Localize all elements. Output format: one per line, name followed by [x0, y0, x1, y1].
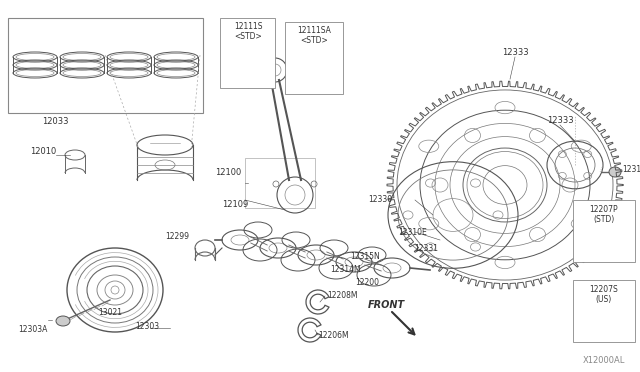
Text: 12314M: 12314M [330, 265, 360, 274]
Text: 12310E: 12310E [398, 228, 427, 237]
Bar [8, 18, 203, 113]
Text: 12299: 12299 [165, 232, 189, 241]
Text: 12109: 12109 [222, 200, 248, 209]
Text: 12010: 12010 [30, 148, 56, 157]
Text: 12303: 12303 [135, 322, 159, 331]
Ellipse shape [609, 167, 621, 177]
Text: 12200: 12200 [355, 278, 379, 287]
Text: 12207S
(US): 12207S (US) [589, 285, 618, 304]
Text: 12206M: 12206M [318, 330, 349, 340]
Text: 12310A: 12310A [622, 164, 640, 173]
Text: 12315N: 12315N [350, 252, 380, 261]
Text: 12333: 12333 [502, 48, 528, 57]
Text: 12331: 12331 [414, 244, 438, 253]
Text: 12111SA
<STD>: 12111SA <STD> [297, 26, 331, 45]
Bar [573, 280, 635, 342]
Bar [573, 200, 635, 262]
Text: X12000AL: X12000AL [582, 356, 625, 365]
Text: 12033: 12033 [42, 117, 68, 126]
Text: 13021: 13021 [98, 308, 122, 317]
Text: 12333: 12333 [547, 116, 573, 125]
Text: 12303A: 12303A [18, 325, 47, 334]
Bar [285, 22, 343, 94]
Text: FRONT: FRONT [368, 300, 405, 310]
Text: 12208M: 12208M [327, 292, 358, 301]
Text: 12207P
(STD): 12207P (STD) [589, 205, 618, 224]
Ellipse shape [56, 316, 70, 326]
Text: 12100: 12100 [215, 168, 241, 177]
Bar [245, 158, 315, 208]
Text: 12330: 12330 [368, 196, 392, 205]
Text: 12111S
<STD>: 12111S <STD> [234, 22, 262, 41]
Bar [220, 18, 275, 88]
